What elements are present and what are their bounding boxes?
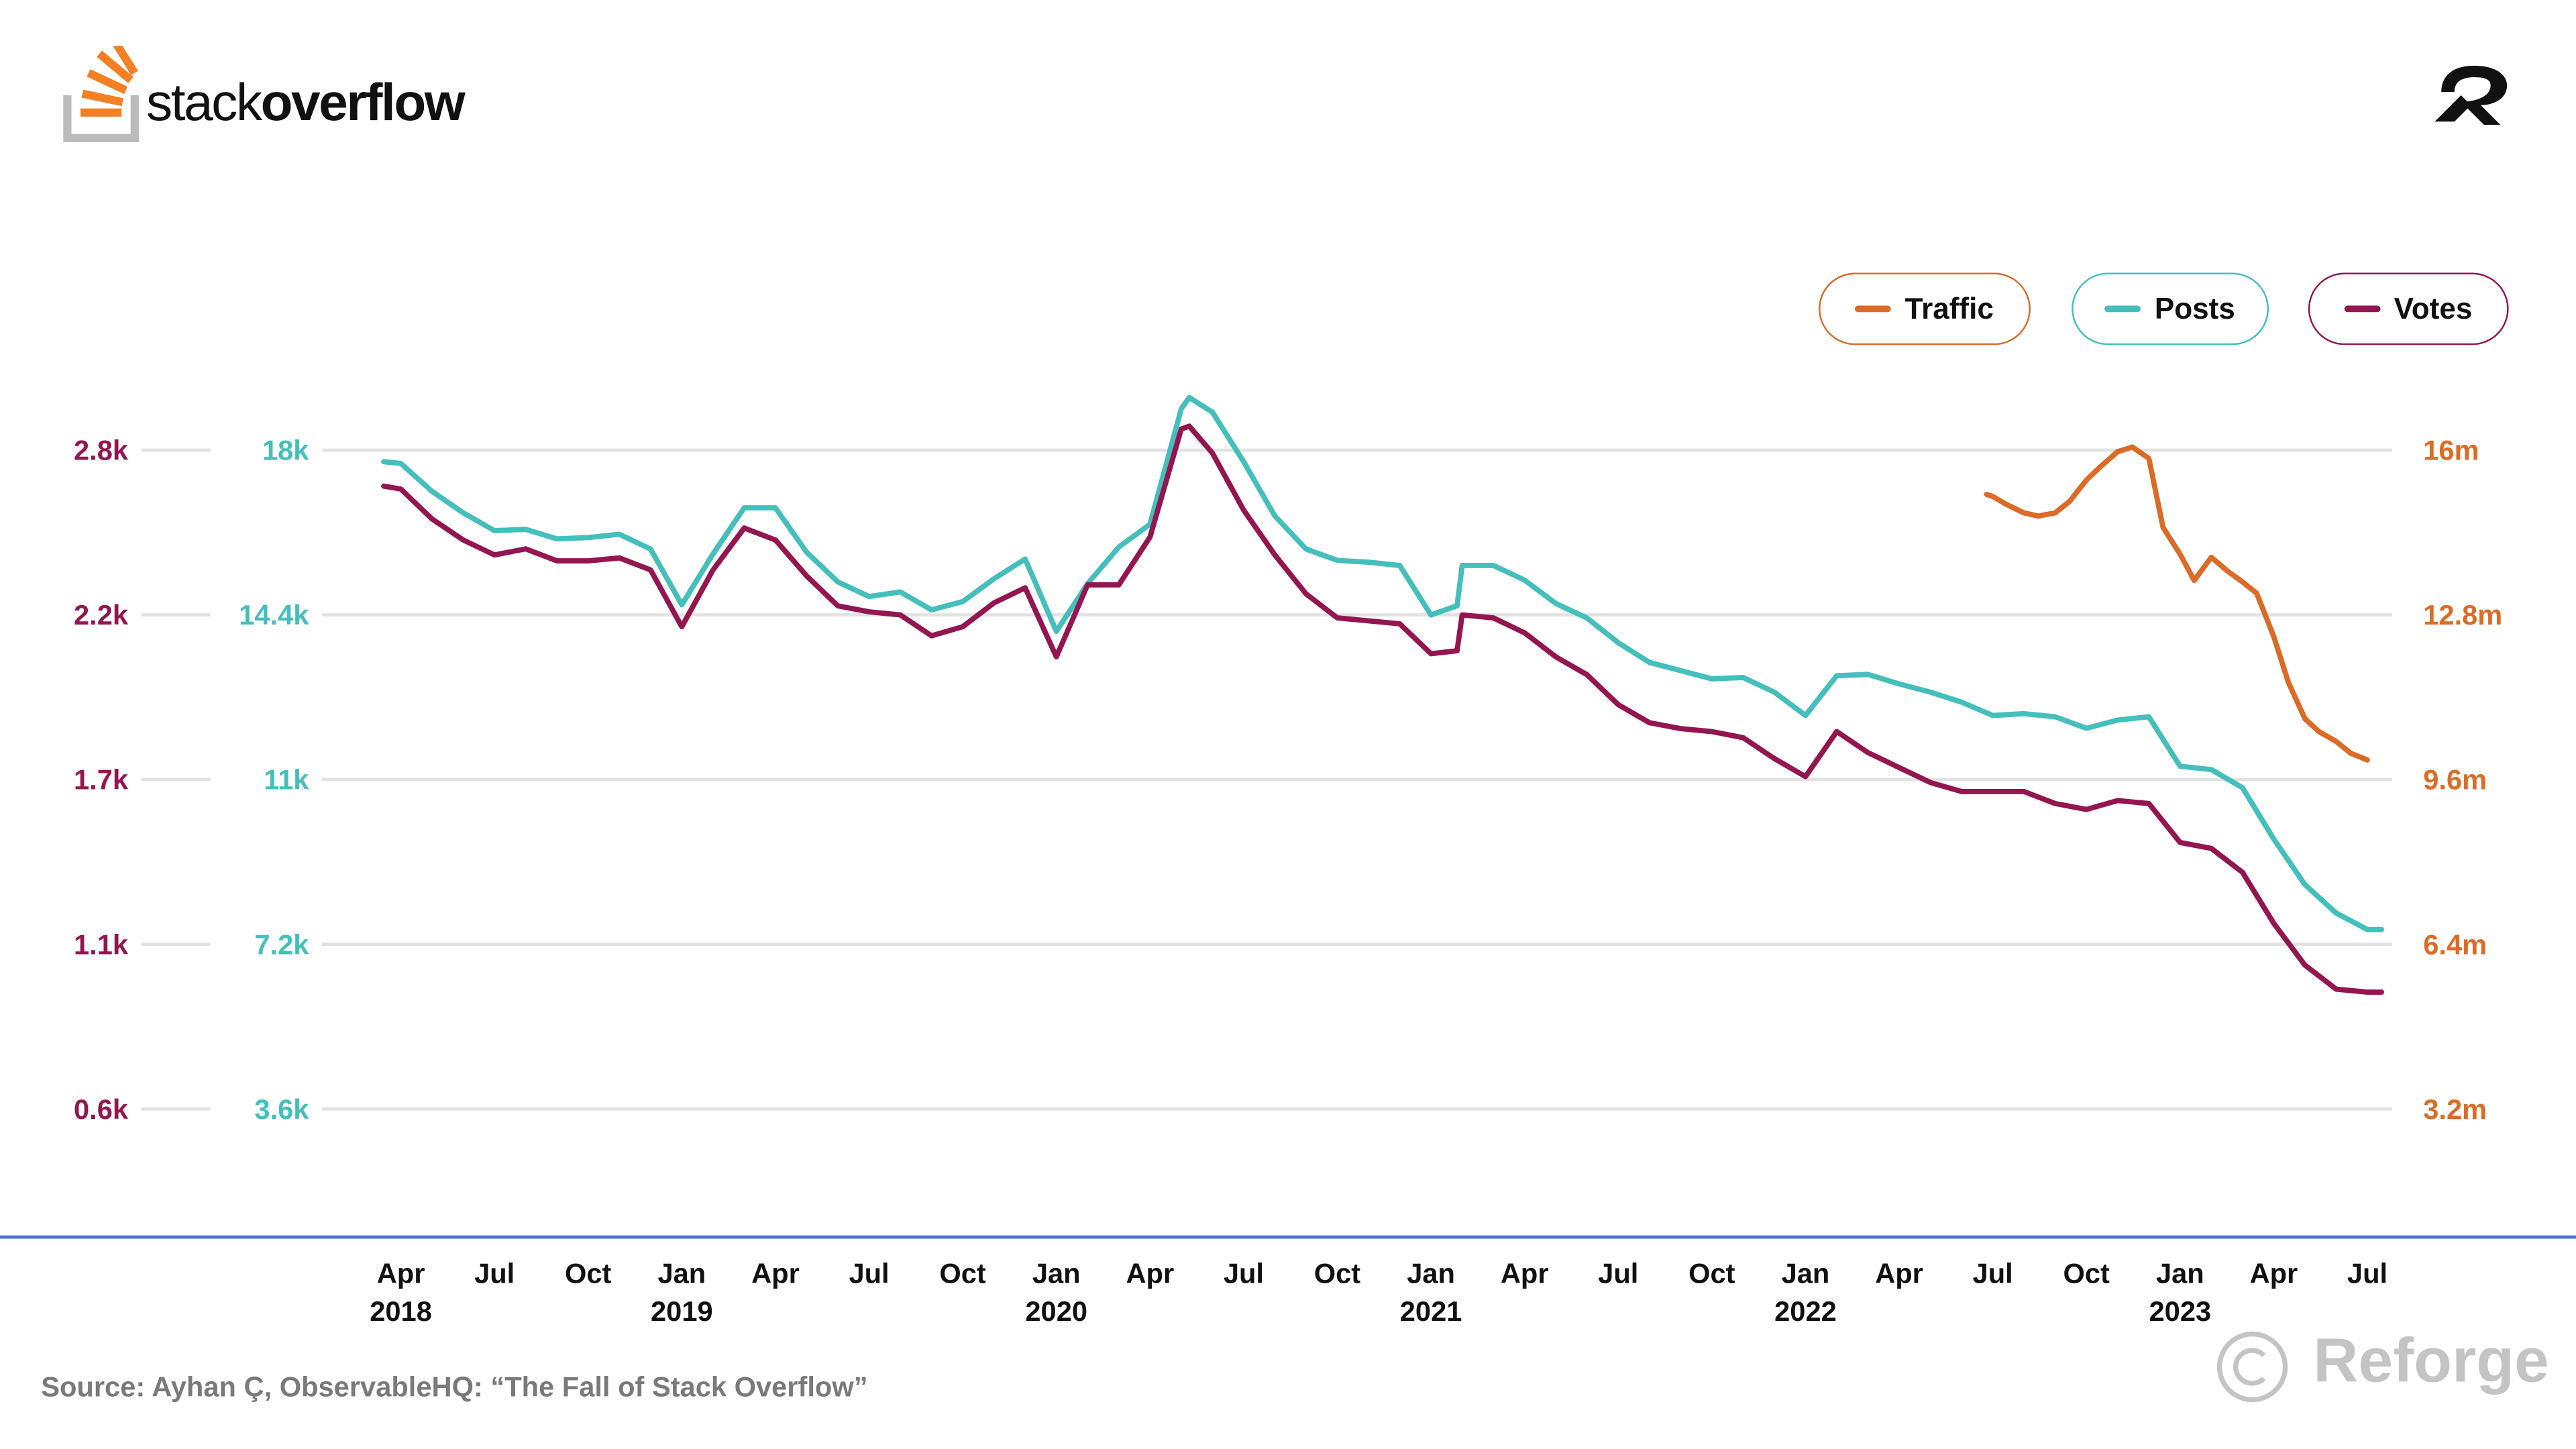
- series-line-traffic: [1984, 444, 2370, 763]
- x-axis-tick-month: Jan: [1782, 1258, 1830, 1289]
- x-axis-tick-year: 2023: [2149, 1295, 2212, 1327]
- x-axis-tick-month: Jan: [1032, 1258, 1081, 1289]
- stackoverflow-wordmark: stackoverflow: [146, 72, 466, 133]
- x-axis-tick-year: 2021: [1400, 1295, 1462, 1327]
- x-axis-tick-month: Apr: [2250, 1258, 2298, 1289]
- votes-axis-tick: 2.8k: [74, 435, 129, 466]
- x-axis-tick-month: Jul: [474, 1258, 515, 1289]
- series-line-votes: [381, 423, 2384, 995]
- copyright-icon: [2216, 1331, 2288, 1403]
- x-axis-tick-month: Apr: [751, 1258, 800, 1289]
- traffic-axis-tick: 12.8m: [2423, 599, 2502, 631]
- x-axis-tick-month: Oct: [565, 1258, 612, 1289]
- source-caption: Source: Ayhan Ç, ObservableHQ: “The Fall…: [41, 1371, 868, 1403]
- x-axis-tick-month: Apr: [377, 1258, 425, 1289]
- x-axis-tick-month: Oct: [1314, 1258, 1361, 1289]
- x-axis-tick-month: Jul: [2347, 1258, 2387, 1289]
- posts-swatch-icon: [2105, 305, 2142, 313]
- logo-word-light: stack: [146, 72, 262, 131]
- legend-label: Votes: [2394, 291, 2473, 325]
- legend-label: Traffic: [1904, 291, 1994, 325]
- votes-swatch-icon: [2345, 305, 2381, 313]
- traffic-axis-tick: 6.4m: [2423, 928, 2487, 960]
- x-axis-tick-month: Apr: [1126, 1258, 1174, 1289]
- x-axis-tick-month: Oct: [939, 1258, 986, 1289]
- x-axis-tick-month: Jul: [1224, 1258, 1264, 1289]
- x-axis-tick-month: Jan: [2156, 1258, 2204, 1289]
- stackoverflow-logo-icon: [63, 46, 139, 142]
- x-axis-tick-month: Jul: [1598, 1258, 1638, 1289]
- x-axis-tick-month: Oct: [2063, 1258, 2110, 1289]
- x-axis-tick-year: 2022: [1774, 1295, 1837, 1327]
- votes-axis-tick: 1.1k: [74, 928, 129, 960]
- votes-axis-tick: 2.2k: [74, 599, 129, 631]
- traffic-swatch-icon: [1856, 305, 1892, 313]
- x-axis-tick-month: Jan: [657, 1258, 706, 1289]
- posts-axis-tick: 7.2k: [254, 928, 309, 960]
- x-axis-tick-month: Jul: [849, 1258, 889, 1289]
- x-axis-tick-month: Jul: [1973, 1258, 2013, 1289]
- series-line-posts: [381, 394, 2384, 932]
- x-axis-tick-year: 2018: [370, 1295, 432, 1327]
- x-axis-tick-year: 2019: [651, 1295, 713, 1327]
- posts-axis-tick: 3.6k: [254, 1093, 309, 1125]
- posts-axis-tick: 11k: [264, 764, 309, 796]
- posts-axis-tick: 18k: [262, 435, 309, 466]
- traffic-axis-tick: 9.6m: [2423, 764, 2487, 796]
- traffic-axis-tick: 3.2m: [2423, 1093, 2487, 1125]
- votes-axis-tick: 1.7k: [74, 764, 129, 796]
- traffic-axis-tick: 16m: [2423, 435, 2479, 466]
- legend-traffic[interactable]: Traffic: [1819, 272, 2031, 345]
- reforge-watermark: Reforge: [2313, 1327, 2549, 1397]
- posts-axis-tick: 14.4k: [239, 599, 309, 631]
- x-axis-tick-month: Oct: [1688, 1258, 1735, 1289]
- logo-word-bold: overflow: [260, 72, 466, 131]
- legend-label: Posts: [2154, 291, 2235, 325]
- x-axis-tick-year: 2020: [1025, 1295, 1087, 1327]
- votes-axis-tick: 0.6k: [74, 1093, 129, 1125]
- legend-posts[interactable]: Posts: [2072, 272, 2269, 345]
- x-axis-tick-month: Apr: [1501, 1258, 1549, 1289]
- reforge-logo-icon: [2434, 65, 2508, 125]
- legend-votes[interactable]: Votes: [2308, 272, 2509, 345]
- x-axis-tick-month: Jan: [1407, 1258, 1455, 1289]
- x-axis-tick-month: Apr: [1875, 1258, 1923, 1289]
